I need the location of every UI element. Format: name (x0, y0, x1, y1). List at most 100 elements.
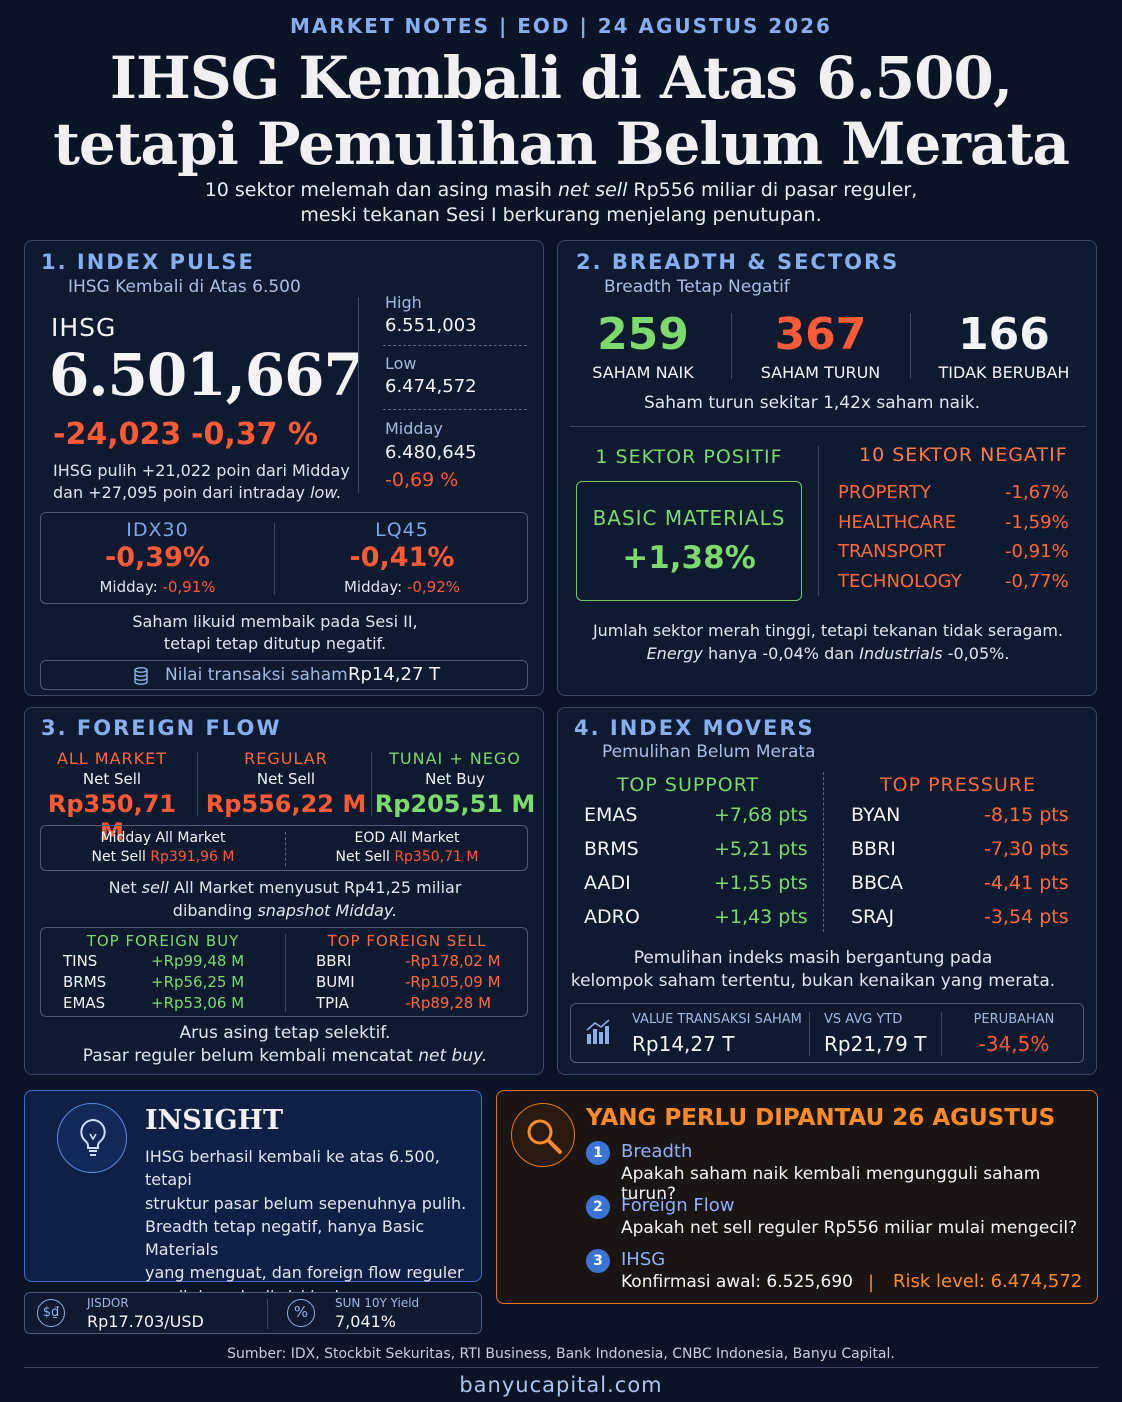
movers-note-1: Pemulihan indeks masih bergantung pada (633, 948, 993, 968)
index-movers-title: 4. INDEX MOVERS (574, 716, 815, 740)
top-foreign-box: TOP FOREIGN BUY TOP FOREIGN SELL TINS +Rp… (40, 927, 528, 1017)
breadth-ratio: Saham turun sekitar 1,42x saham naik. (643, 393, 980, 413)
flow-note-1: Net sell All Market menyusut Rp41,25 mil… (25, 878, 545, 897)
lq45-value: -0,41% (349, 542, 455, 573)
index-note-1: IHSG pulih +21,022 poin dari Midday (53, 461, 350, 480)
pulse-divider (358, 297, 359, 493)
footer-divider (24, 1367, 1098, 1368)
subtitle-italic: net sell (557, 179, 628, 201)
idx30-midday: Midday: -0,91% (41, 578, 274, 596)
flow-footer-1: Arus asing tetap selektif. (179, 1023, 391, 1043)
high-value: 6.551,003 (385, 315, 477, 336)
insight-line: Breadth tetap negatif, hanya Basic Mater… (145, 1216, 425, 1260)
midday-label: Midday (385, 419, 443, 438)
top-foreign-buy-title: TOP FOREIGN BUY (86, 932, 240, 950)
index-movers-card: 4. INDEX MOVERS Pemulihan Belum Merata T… (557, 707, 1097, 1075)
midday-net-sell-label: Net Sell (91, 849, 151, 865)
midday-net-sell-value: Rp391,96 M (150, 849, 235, 865)
divider (197, 752, 198, 816)
avg-ytd-value: Rp21,79 T (824, 1032, 927, 1056)
eod-net-sell-label: Net Sell (335, 849, 395, 865)
tunai-nego-type: Net Buy (425, 770, 485, 788)
foreign-sell-ticker: TPIA (316, 994, 349, 1012)
negative-sector-value: -1,59% (1005, 511, 1069, 533)
pressure-ticker: SRAJ (851, 906, 895, 928)
tunai-nego-value: Rp205,51 M (374, 790, 536, 818)
all-market-type: Net Sell (82, 770, 142, 788)
avg-ytd-label: VS AVG YTD (824, 1012, 903, 1027)
tunai-nego-label: TUNAI + NEGO (389, 749, 521, 768)
percent-icon: % (287, 1299, 315, 1327)
positive-sector-value: +1,38% (622, 540, 756, 576)
watch-text: Konfirmasi awal: 6.525,690 (621, 1272, 853, 1292)
negative-sector-name: HEALTHCARE (838, 511, 957, 533)
value-transaksi-value: Rp14,27 T (632, 1032, 735, 1056)
insight-body: IHSG berhasil kembali ke atas 6.500, tet… (145, 1145, 481, 1308)
idx30-midday-label: Midday: (99, 578, 163, 596)
positive-sector-box: BASIC MATERIALS +1,38% (576, 481, 802, 601)
decliners-label: SAHAM TURUN (760, 363, 881, 382)
support-value: +5,21 pts (714, 838, 808, 860)
insight-line: IHSG berhasil kembali ke atas 6.500, tet… (145, 1147, 440, 1190)
idx-lq-box: IDX30 -0,39% Midday: -0,91% LQ45 -0,41% … (40, 512, 528, 604)
page-title-line2: tetapi Pemulihan Belum Merata (53, 110, 1070, 178)
pressure-ticker: BYAN (851, 804, 901, 826)
regular-value: Rp556,22 M (205, 790, 367, 818)
risk-level: Risk level: 6.474,572 (893, 1271, 1083, 1292)
lightbulb-icon-ring (57, 1103, 127, 1173)
watch-number-badge: 1 (586, 1141, 610, 1165)
foreign-sell-value: -Rp178,02 M (405, 952, 501, 970)
negative-sector-value: -1,67% (1005, 482, 1069, 503)
sun-yield-value: 7,041% (335, 1312, 397, 1331)
search-icon-ring (511, 1103, 575, 1167)
bar-chart-icon (586, 1019, 610, 1044)
divider (731, 313, 732, 379)
flow-note-part: snapshot Midday. (257, 901, 398, 920)
watch-heading: IHSG (621, 1249, 666, 1270)
index-pulse-title: 1. INDEX PULSE (41, 250, 255, 274)
jisdor-value: Rp17.703/USD (87, 1312, 204, 1331)
change-label: PERUBAHAN (973, 1012, 1055, 1027)
negative-sector-value: -0,91% (1005, 541, 1069, 562)
divider (823, 772, 824, 932)
liquid-note-1: Saham likuid membaik pada Sesi II, (132, 612, 418, 631)
low-value: 6.474,572 (385, 376, 477, 397)
insight-line: yang menguat, dan foreign flow reguler (145, 1263, 464, 1283)
flow-note-part: Net (108, 878, 142, 897)
eod-all-value: Net Sell Rp350,71 M (285, 849, 529, 865)
negative-sector-name: TECHNOLOGY (838, 570, 962, 592)
breadth-title: 2. BREADTH & SECTORS (576, 250, 900, 274)
index-movers-subtitle: Pemulihan Belum Merata (602, 742, 816, 762)
foreign-sell-ticker: BUMI (316, 973, 355, 991)
negative-sectors-title: 10 SEKTOR NEGATIF (859, 444, 1068, 466)
insight-title: INSIGHT (145, 1105, 284, 1136)
search-icon (527, 1119, 562, 1154)
site-link[interactable]: banyucapital.com (459, 1373, 663, 1397)
transaction-value-label: Nilai transaksi saham (165, 665, 348, 685)
eod-all-label: EOD All Market (354, 830, 460, 846)
subtitle-line1: 10 sektor melemah dan asing masih net se… (0, 179, 1122, 201)
foreign-sell-ticker: BBRI (316, 952, 352, 970)
support-value: +1,43 pts (714, 906, 808, 928)
midday-value: 6.480,645 (385, 442, 477, 463)
pressure-value: -7,30 pts (984, 838, 1069, 860)
pressure-ticker: BBCA (851, 872, 903, 894)
subtitle-part: 10 sektor melemah dan asing masih (204, 179, 558, 201)
foreign-buy-ticker: BRMS (63, 973, 107, 991)
foreign-buy-ticker: TINS (63, 952, 98, 970)
midday-eod-box: Midday All Market Net Sell Rp391,96 M EO… (40, 825, 528, 871)
support-ticker: EMAS (584, 804, 638, 826)
divider (809, 1012, 810, 1056)
foreign-buy-value: +Rp56,25 M (151, 973, 245, 991)
lq45-label: LQ45 (375, 519, 429, 541)
kicker: MARKET NOTES | EOD | 24 AGUSTUS 2026 (290, 14, 832, 38)
value-transaksi-label: VALUE TRANSAKSI SAHAM (632, 1012, 802, 1027)
flow-note-part: All Market menyusut Rp41,25 miliar (168, 878, 462, 897)
negative-sector-name: PROPERTY (838, 482, 931, 503)
unchanged-label: TIDAK BERUBAH (938, 363, 1070, 382)
sector-note-part: Industrials (859, 644, 943, 663)
idx30-label: IDX30 (126, 519, 189, 541)
foreign-buy-value: +Rp99,48 M (151, 952, 245, 970)
watch-text: Apakah saham naik kembali mengungguli sa… (621, 1164, 1041, 1204)
lightbulb-icon (80, 1118, 106, 1156)
